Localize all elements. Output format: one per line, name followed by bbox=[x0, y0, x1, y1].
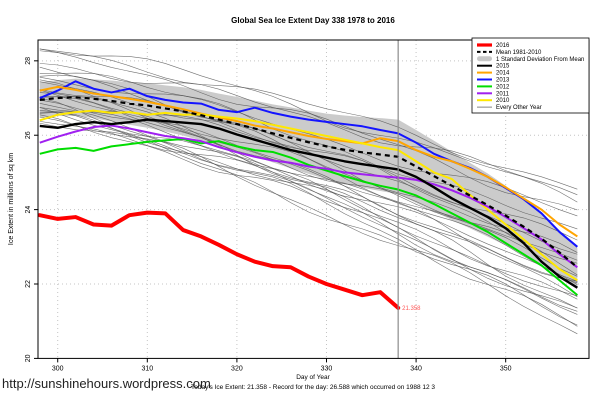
series-2015-line bbox=[39, 118, 578, 289]
one-std-dev-band bbox=[39, 78, 578, 287]
series-2016-line bbox=[37, 210, 401, 310]
every-other-year-line bbox=[39, 89, 578, 241]
mean-1981-2010-line bbox=[39, 96, 579, 269]
legend-label-2016: 2016 bbox=[496, 43, 510, 49]
every-other-year-line bbox=[39, 122, 578, 326]
series-2011-line bbox=[39, 124, 578, 269]
every-other-year-line bbox=[39, 48, 578, 203]
every-other-year-line bbox=[39, 48, 578, 190]
x-axis-label: Day of Year bbox=[296, 374, 330, 381]
legend-label-2012: 2012 bbox=[496, 84, 510, 90]
every-other-year-line bbox=[39, 63, 578, 196]
every-other-year-line bbox=[39, 79, 578, 298]
legend-label-2010: 2010 bbox=[496, 98, 510, 104]
y-tick-label-22: 22 bbox=[25, 280, 32, 288]
y-tick-label-20: 20 bbox=[25, 354, 32, 362]
every-other-year-line bbox=[39, 99, 578, 284]
every-other-year-line bbox=[39, 114, 578, 312]
plot-frame bbox=[37, 39, 590, 359]
every-other-year-line bbox=[39, 112, 578, 297]
x-tick-label-320: 320 bbox=[231, 365, 243, 372]
every-other-year-line bbox=[39, 96, 578, 282]
every-other-year-line bbox=[39, 111, 578, 285]
x-tick-label-310: 310 bbox=[141, 365, 153, 372]
y-tick-label-28: 28 bbox=[25, 57, 32, 65]
legend-label-mean-1981-2010: Mean 1981-2010 bbox=[496, 50, 542, 56]
series-2012-line bbox=[39, 137, 578, 296]
x-tick-label-300: 300 bbox=[52, 365, 64, 372]
every-other-year-line bbox=[39, 110, 578, 300]
every-other-year-line bbox=[39, 72, 578, 230]
every-other-year-line bbox=[39, 89, 578, 261]
legend-label-every-other-year: Every Other Year bbox=[496, 105, 542, 111]
legend-swatch-band bbox=[477, 56, 492, 62]
every-other-year-line bbox=[39, 116, 578, 335]
std-deviation-band bbox=[39, 78, 578, 287]
watermark-url: http://sunshinehours.wordpress.com bbox=[2, 376, 211, 391]
y-tick-label-26: 26 bbox=[25, 131, 32, 139]
year-series-lines bbox=[37, 80, 579, 310]
series-2014-line bbox=[39, 85, 578, 238]
y-axis-label: Ice Extent in millions of sq km bbox=[8, 153, 15, 245]
every-other-year-line bbox=[39, 50, 578, 211]
legend-label-2011: 2011 bbox=[496, 91, 510, 97]
every-other-year-line bbox=[39, 121, 578, 282]
axis-ticks: 300 310 320 330 340 350 20 22 24 26 28 bbox=[25, 57, 512, 373]
legend-label-2013: 2013 bbox=[496, 78, 510, 84]
x-tick-label-330: 330 bbox=[321, 365, 333, 372]
x-tick-label-340: 340 bbox=[410, 365, 422, 372]
footer-status-text: Today's Ice Extent: 21.358 - Record for … bbox=[191, 384, 435, 391]
legend-label-1-standard-deviation-from-mean: 1 Standard Deviation From Mean bbox=[496, 57, 584, 63]
legend-label-2014: 2014 bbox=[496, 71, 510, 77]
y-tick-label-24: 24 bbox=[25, 206, 32, 214]
every-other-year-line bbox=[39, 107, 578, 309]
x-tick-label-350: 350 bbox=[500, 365, 512, 372]
chart-title: Global Sea Ice Extent Day 338 1978 to 20… bbox=[231, 16, 395, 25]
every-other-year-line bbox=[39, 97, 578, 327]
series-2010-line bbox=[39, 109, 578, 282]
every-other-year-line bbox=[39, 96, 578, 309]
legend-label-2015: 2015 bbox=[496, 64, 510, 70]
todays-extent-annotation: 21.358 bbox=[402, 306, 421, 312]
